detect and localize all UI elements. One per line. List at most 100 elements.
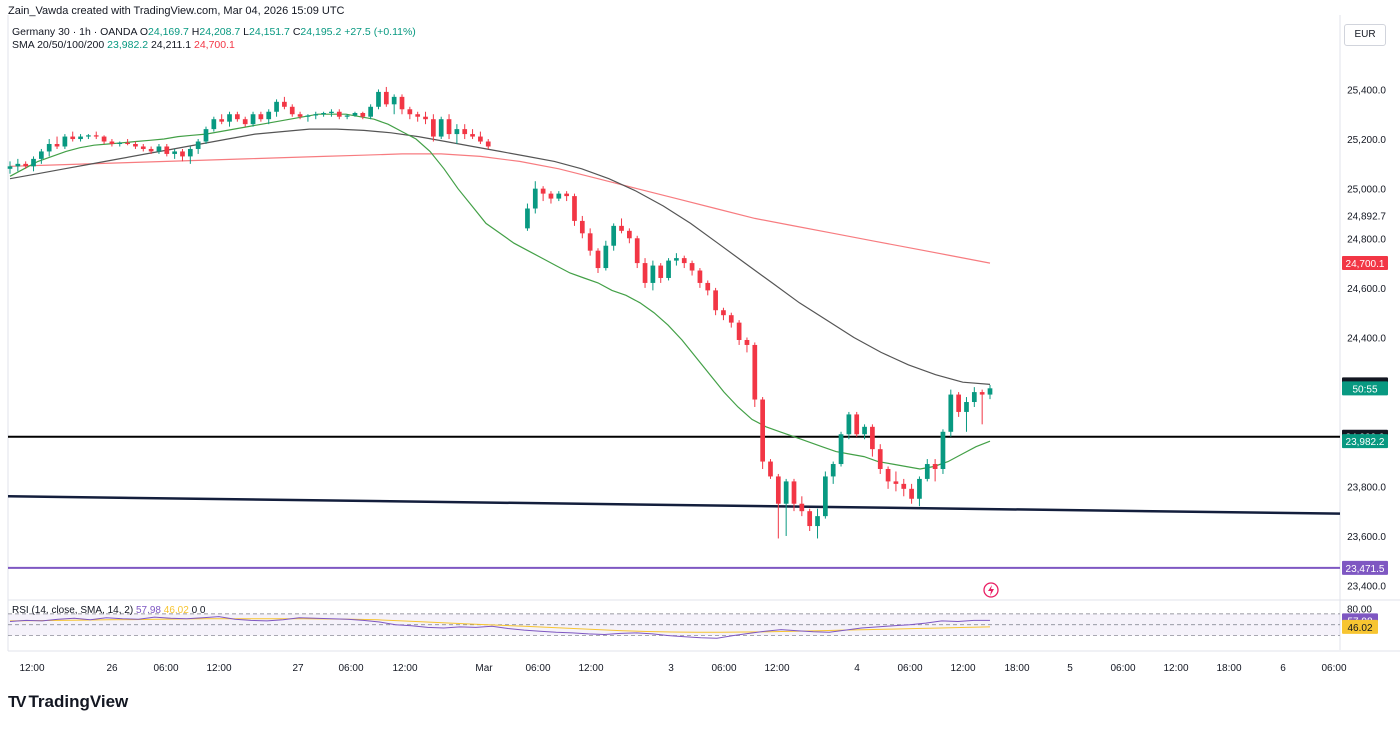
candle-body bbox=[979, 392, 985, 395]
candle-body bbox=[86, 135, 91, 137]
symbol-name[interactable]: Germany 30 · 1h · OANDA bbox=[12, 26, 137, 38]
candle bbox=[689, 260, 695, 276]
candle bbox=[180, 148, 185, 162]
candle-body bbox=[289, 106, 295, 115]
time-tick-label: 06:00 bbox=[153, 663, 178, 674]
time-tick-label: 12:00 bbox=[19, 663, 44, 674]
close-value: 24,195.2 bbox=[300, 26, 342, 38]
candle bbox=[203, 126, 209, 145]
candle bbox=[564, 191, 569, 202]
open-value: 24,169.7 bbox=[147, 26, 189, 38]
candle bbox=[164, 144, 170, 157]
time-tick-label: 12:00 bbox=[764, 663, 789, 674]
candle bbox=[697, 268, 703, 288]
candle bbox=[815, 508, 820, 539]
price-badge-bg bbox=[1342, 560, 1388, 575]
candle-body bbox=[728, 315, 734, 323]
candle bbox=[31, 156, 36, 172]
sma50-value: 24,211.1 bbox=[150, 39, 192, 51]
candle-body bbox=[23, 163, 29, 167]
sma200-line bbox=[9, 153, 991, 264]
sma20-line bbox=[9, 113, 991, 470]
candle bbox=[681, 255, 687, 269]
candle-body bbox=[775, 476, 781, 504]
sma-legend: SMA 20/50/100/200 23,982.2 24,211.1 24,7… bbox=[12, 39, 235, 51]
change-value: +27.5 (+0.11%) bbox=[344, 26, 416, 38]
candle bbox=[971, 387, 977, 407]
candle bbox=[940, 429, 946, 474]
price-badge-text: 23,982.2 bbox=[1346, 437, 1385, 448]
candle bbox=[603, 240, 609, 271]
candle bbox=[39, 148, 44, 164]
sma-label[interactable]: SMA 20/50/100/200 bbox=[12, 39, 105, 51]
candle-body bbox=[70, 136, 76, 140]
candle-body bbox=[235, 114, 240, 120]
price-tick-label: 24,400.0 bbox=[1347, 334, 1386, 345]
candle bbox=[658, 263, 664, 283]
candle-body bbox=[532, 188, 538, 209]
candle bbox=[775, 473, 781, 539]
candle bbox=[195, 139, 201, 154]
time-tick-label: 12:00 bbox=[578, 663, 603, 674]
candle bbox=[329, 109, 334, 117]
symbol-line: Germany 30 · 1h · OANDA O24,169.7 H24,20… bbox=[12, 26, 416, 38]
candle bbox=[478, 131, 483, 145]
candle-body bbox=[587, 233, 593, 251]
candle-body bbox=[932, 464, 938, 469]
candle bbox=[360, 111, 366, 120]
candle-body bbox=[611, 225, 617, 246]
candle bbox=[932, 459, 938, 482]
candle-body bbox=[250, 114, 256, 125]
candle-body bbox=[893, 481, 899, 484]
candle-body bbox=[964, 402, 969, 412]
candle-body bbox=[940, 431, 946, 469]
candle-body bbox=[540, 188, 546, 194]
candle-body bbox=[140, 146, 146, 149]
time-tick-label: 06:00 bbox=[1321, 663, 1346, 674]
candle bbox=[556, 191, 562, 202]
candle-body bbox=[627, 230, 632, 239]
candle-body bbox=[78, 136, 83, 140]
candle bbox=[744, 337, 750, 353]
candle bbox=[101, 135, 107, 145]
candle bbox=[156, 144, 162, 154]
currency-button[interactable]: EUR bbox=[1344, 24, 1386, 46]
high-value: 24,208.7 bbox=[199, 26, 241, 38]
rsi-sma-value: 46.02 bbox=[163, 605, 189, 616]
candle bbox=[274, 99, 279, 117]
price-badge-bg bbox=[1342, 434, 1388, 449]
candle-body bbox=[266, 111, 272, 120]
candle-body bbox=[352, 112, 358, 116]
candle bbox=[125, 139, 130, 146]
candle-body bbox=[846, 414, 852, 435]
price-badge-bg bbox=[1342, 256, 1388, 271]
sma20-value: 23,982.2 bbox=[107, 39, 149, 51]
candle bbox=[86, 134, 91, 140]
candle bbox=[611, 223, 617, 251]
candle-body bbox=[877, 449, 883, 469]
candle bbox=[854, 411, 860, 437]
candle bbox=[650, 260, 656, 291]
candle-body bbox=[438, 119, 444, 137]
price-badge-bg bbox=[1342, 381, 1388, 396]
price-tick-label: 25,400.0 bbox=[1347, 85, 1386, 96]
candle-body bbox=[321, 112, 326, 115]
candle-body bbox=[46, 144, 52, 152]
candle-body bbox=[203, 129, 209, 142]
candle bbox=[219, 114, 225, 125]
candle-body bbox=[713, 290, 718, 311]
time-tick-label: 06:00 bbox=[711, 663, 736, 674]
candle-body bbox=[650, 265, 656, 283]
rsi-label[interactable]: RSI (14, close, SMA, 14, 2) bbox=[12, 605, 134, 616]
time-tick-label: 12:00 bbox=[206, 663, 231, 674]
candle bbox=[634, 235, 640, 269]
candle-body bbox=[156, 146, 162, 152]
price-badge-text: 50:55 bbox=[1352, 384, 1377, 395]
candle-body bbox=[987, 388, 993, 395]
candle bbox=[595, 248, 601, 274]
time-tick-label: 27 bbox=[292, 663, 304, 674]
candle-body bbox=[344, 115, 350, 117]
credit-text: Zain_Vawda created with TradingView.com,… bbox=[8, 5, 345, 17]
candle bbox=[846, 411, 852, 440]
